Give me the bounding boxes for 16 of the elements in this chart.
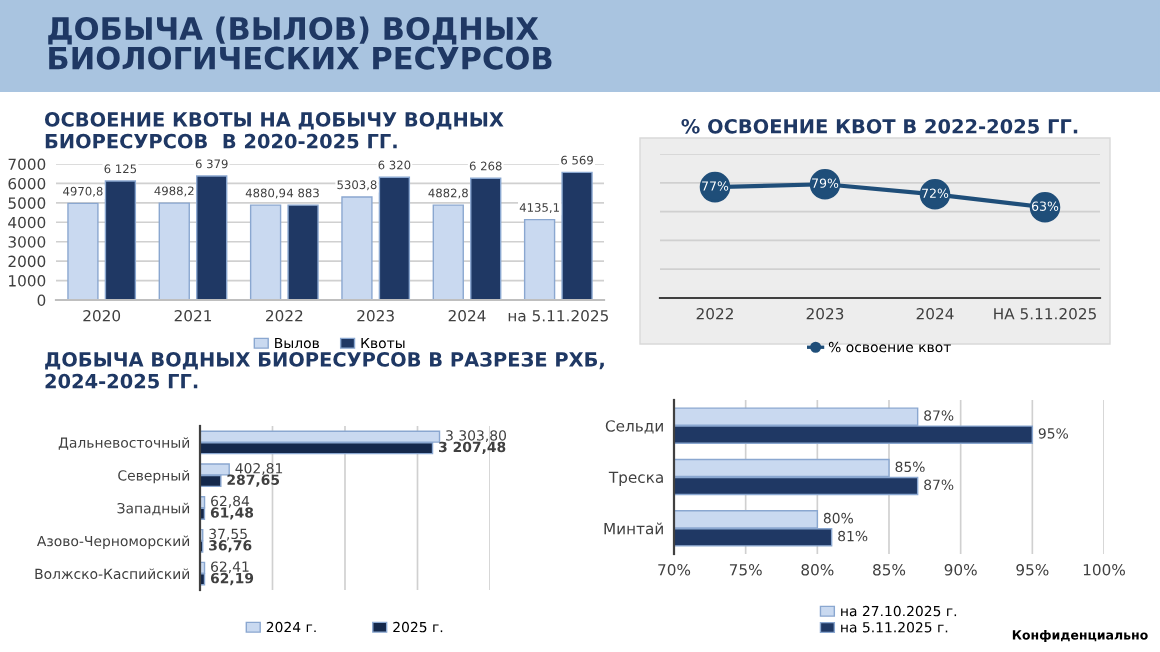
text: ДОБЫЧА (ВЫЛОВ) ВОДНЫХ БИОЛОГИЧЕСКИХ РЕСУРСОВ [48, 16, 552, 70]
bar [523, 218, 556, 300]
bar [67, 202, 99, 300]
bar [432, 204, 464, 300]
bar [249, 204, 282, 300]
bar [378, 176, 411, 300]
bar [104, 180, 137, 300]
bar [561, 171, 593, 300]
chart-title: ДОБЫЧА ВОДНЫХ БИОРЕСУРСОВ В РАЗРЕЗЕ РХБ, 2024-2025 ГГ. [45, 352, 604, 389]
chart-title: ОСВОЕНИЕ КВОТЫ НА ДОБЫЧУ ВОДНЫХ БИОРЕСУРСОВ В 2020-2025 ГГ. [44, 112, 504, 149]
bar [470, 177, 502, 300]
bar [341, 196, 373, 300]
bar [287, 204, 319, 300]
bar [158, 202, 190, 300]
bar [196, 175, 228, 300]
chart-title: % ОСВОЕНИЕ КВОТ В 2022-2025 ГГ. [681, 118, 1078, 134]
